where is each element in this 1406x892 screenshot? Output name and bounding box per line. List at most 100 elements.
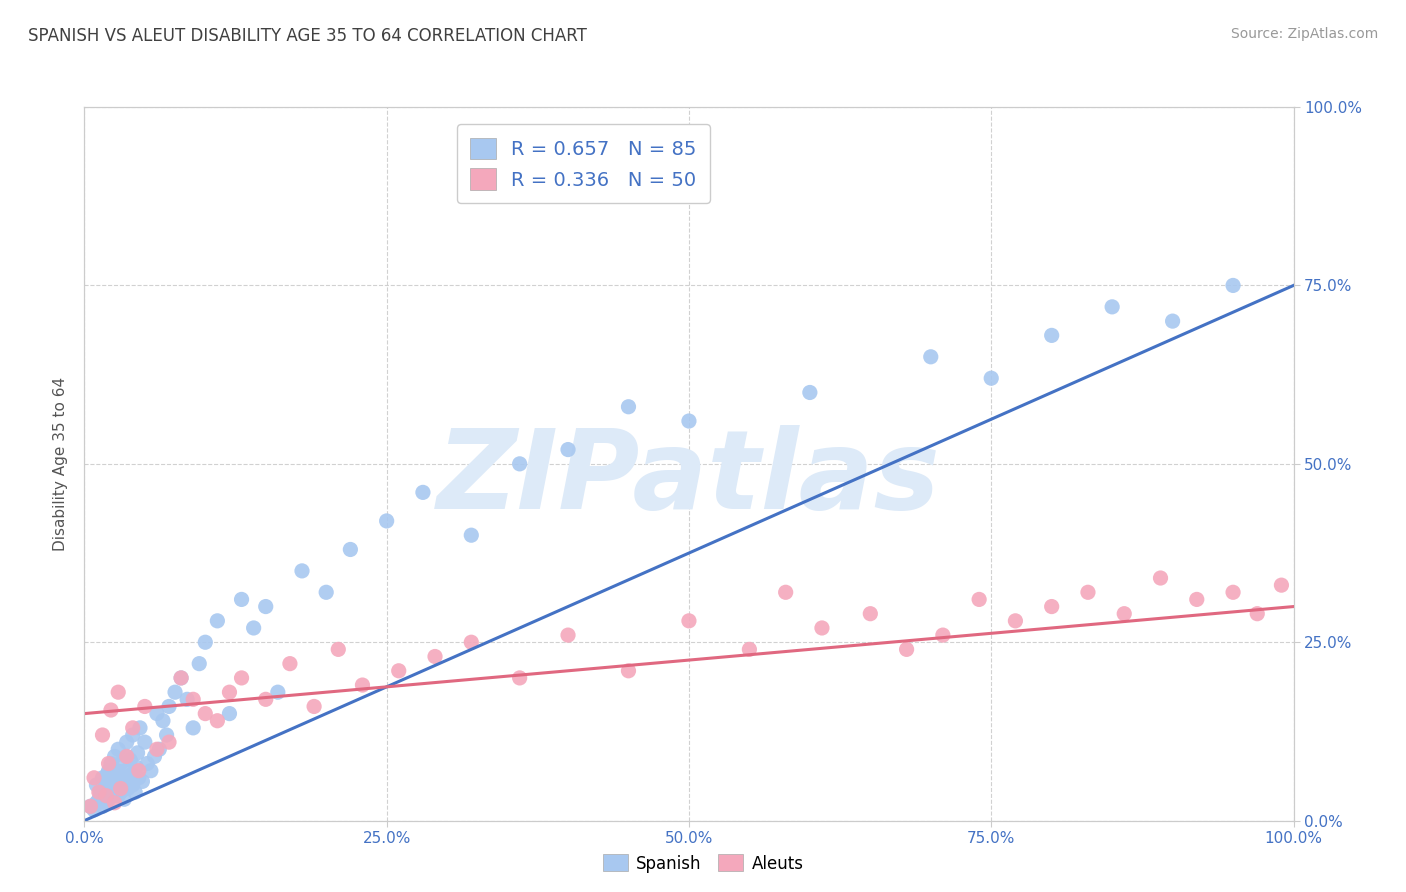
Point: [93, 789, 115, 803]
Point: [352, 678, 374, 692]
Point: [118, 774, 141, 789]
Point: [1270, 578, 1292, 592]
Point: [155, 728, 177, 742]
Text: SPANISH VS ALEUT DISABILITY AGE 35 TO 64 CORRELATION CHART: SPANISH VS ALEUT DISABILITY AGE 35 TO 64…: [28, 27, 586, 45]
Point: [157, 699, 180, 714]
Point: [242, 621, 264, 635]
Point: [980, 371, 1002, 385]
Point: [231, 592, 253, 607]
Point: [79, 799, 101, 814]
Point: [110, 781, 132, 796]
Point: [100, 756, 122, 771]
Y-axis label: Disability Age 35 to 64: Disability Age 35 to 64: [53, 376, 69, 551]
Text: Source: ZipAtlas.com: Source: ZipAtlas.com: [1230, 27, 1378, 41]
Point: [1114, 607, 1136, 621]
Point: [302, 699, 325, 714]
Point: [678, 614, 700, 628]
Point: [112, 792, 135, 806]
Point: [460, 528, 482, 542]
Point: [188, 657, 211, 671]
Point: [1246, 607, 1268, 621]
Point: [218, 706, 240, 721]
Point: [1161, 314, 1184, 328]
Point: [775, 585, 797, 599]
Point: [896, 642, 918, 657]
Point: [254, 692, 277, 706]
Point: [799, 385, 821, 400]
Point: [1040, 328, 1063, 343]
Point: [967, 592, 990, 607]
Point: [128, 771, 150, 785]
Point: [859, 607, 882, 621]
Point: [83, 803, 105, 817]
Point: [1101, 300, 1123, 314]
Point: [86, 796, 108, 810]
Point: [108, 767, 131, 781]
Point: [920, 350, 942, 364]
Legend: R = 0.657   N = 85, R = 0.336   N = 50: R = 0.657 N = 85, R = 0.336 N = 50: [457, 124, 710, 203]
Point: [103, 789, 125, 803]
Point: [1222, 278, 1244, 293]
Point: [811, 621, 834, 635]
Point: [231, 671, 253, 685]
Point: [115, 735, 138, 749]
Point: [375, 514, 398, 528]
Point: [152, 714, 174, 728]
Point: [218, 685, 240, 699]
Point: [557, 628, 579, 642]
Point: [460, 635, 482, 649]
Point: [120, 753, 142, 767]
Point: [105, 764, 128, 778]
Point: [121, 778, 143, 792]
Point: [121, 721, 143, 735]
Point: [134, 699, 156, 714]
Point: [128, 764, 150, 778]
Point: [107, 742, 129, 756]
Point: [207, 714, 229, 728]
Point: [157, 735, 180, 749]
Point: [146, 742, 169, 756]
Point: [125, 760, 148, 774]
Point: [100, 703, 122, 717]
Point: [107, 685, 129, 699]
Point: [83, 771, 105, 785]
Point: [89, 785, 111, 799]
Point: [101, 771, 124, 785]
Point: [97, 764, 120, 778]
Point: [94, 781, 117, 796]
Point: [617, 400, 640, 414]
Point: [91, 799, 114, 814]
Point: [104, 781, 127, 796]
Point: [114, 764, 136, 778]
Point: [388, 664, 411, 678]
Point: [678, 414, 700, 428]
Point: [121, 728, 143, 742]
Point: [104, 774, 127, 789]
Point: [557, 442, 579, 457]
Point: [1040, 599, 1063, 614]
Point: [107, 789, 129, 803]
Point: [170, 671, 193, 685]
Point: [97, 792, 120, 806]
Point: [278, 657, 301, 671]
Point: [91, 771, 114, 785]
Point: [127, 746, 149, 760]
Point: [738, 642, 761, 657]
Point: [165, 685, 187, 699]
Point: [1222, 585, 1244, 599]
Point: [146, 706, 169, 721]
Point: [98, 785, 121, 799]
Point: [207, 614, 229, 628]
Point: [1185, 592, 1208, 607]
Point: [86, 778, 108, 792]
Point: [111, 778, 134, 792]
Point: [115, 749, 138, 764]
Point: [181, 692, 204, 706]
Point: [194, 635, 217, 649]
Point: [176, 692, 198, 706]
Point: [94, 789, 117, 803]
Point: [328, 642, 350, 657]
Point: [291, 564, 314, 578]
Text: ZIPatlas: ZIPatlas: [437, 425, 941, 532]
Point: [1004, 614, 1026, 628]
